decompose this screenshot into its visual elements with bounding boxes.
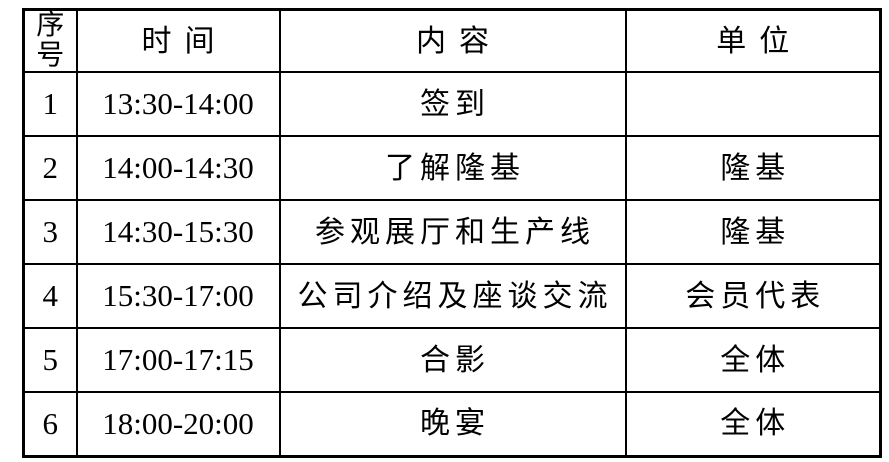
content-cell: 合影 [278, 327, 627, 393]
table-row: 3 14:30-15:30 参观展厅和生产线 隆基 [22, 199, 882, 265]
table-header-row: 序号 时间 内容 单位 [22, 8, 882, 73]
table-row: 6 18:00-20:00 晚宴 全体 [22, 391, 882, 457]
header-time: 时间 [75, 8, 281, 73]
time-cell: 14:00-14:30 [75, 135, 281, 201]
header-content: 内容 [278, 8, 627, 73]
content-cell: 签到 [278, 71, 627, 137]
header-unit: 单位 [624, 8, 882, 73]
time-cell: 13:30-14:00 [75, 71, 281, 137]
time-cell: 18:00-20:00 [75, 391, 281, 457]
seq-cell: 5 [22, 327, 78, 393]
time-cell: 17:00-17:15 [75, 327, 281, 393]
seq-cell: 2 [22, 135, 78, 201]
schedule-table-container: 序号 时间 内容 单位 1 13:30-14:00 签到 2 14:00-14:… [22, 8, 882, 458]
unit-cell: 隆基 [624, 135, 882, 201]
seq-cell: 1 [22, 71, 78, 137]
unit-cell: 全体 [624, 327, 882, 393]
table-row: 5 17:00-17:15 合影 全体 [22, 327, 882, 393]
content-cell: 了解隆基 [278, 135, 627, 201]
unit-cell: 隆基 [624, 199, 882, 265]
header-seq: 序号 [22, 8, 78, 73]
content-cell: 参观展厅和生产线 [278, 199, 627, 265]
time-cell: 14:30-15:30 [75, 199, 281, 265]
unit-cell [624, 71, 882, 137]
table-row: 1 13:30-14:00 签到 [22, 71, 882, 137]
schedule-table: 序号 时间 内容 单位 1 13:30-14:00 签到 2 14:00-14:… [22, 8, 882, 458]
seq-cell: 3 [22, 199, 78, 265]
unit-cell: 会员代表 [624, 263, 882, 329]
table-row: 2 14:00-14:30 了解隆基 隆基 [22, 135, 882, 201]
table-row: 4 15:30-17:00 公司介绍及座谈交流 会员代表 [22, 263, 882, 329]
time-cell: 15:30-17:00 [75, 263, 281, 329]
seq-cell: 6 [22, 391, 78, 457]
content-cell: 公司介绍及座谈交流 [278, 263, 627, 329]
seq-cell: 4 [22, 263, 78, 329]
unit-cell: 全体 [624, 391, 882, 457]
content-cell: 晚宴 [278, 391, 627, 457]
